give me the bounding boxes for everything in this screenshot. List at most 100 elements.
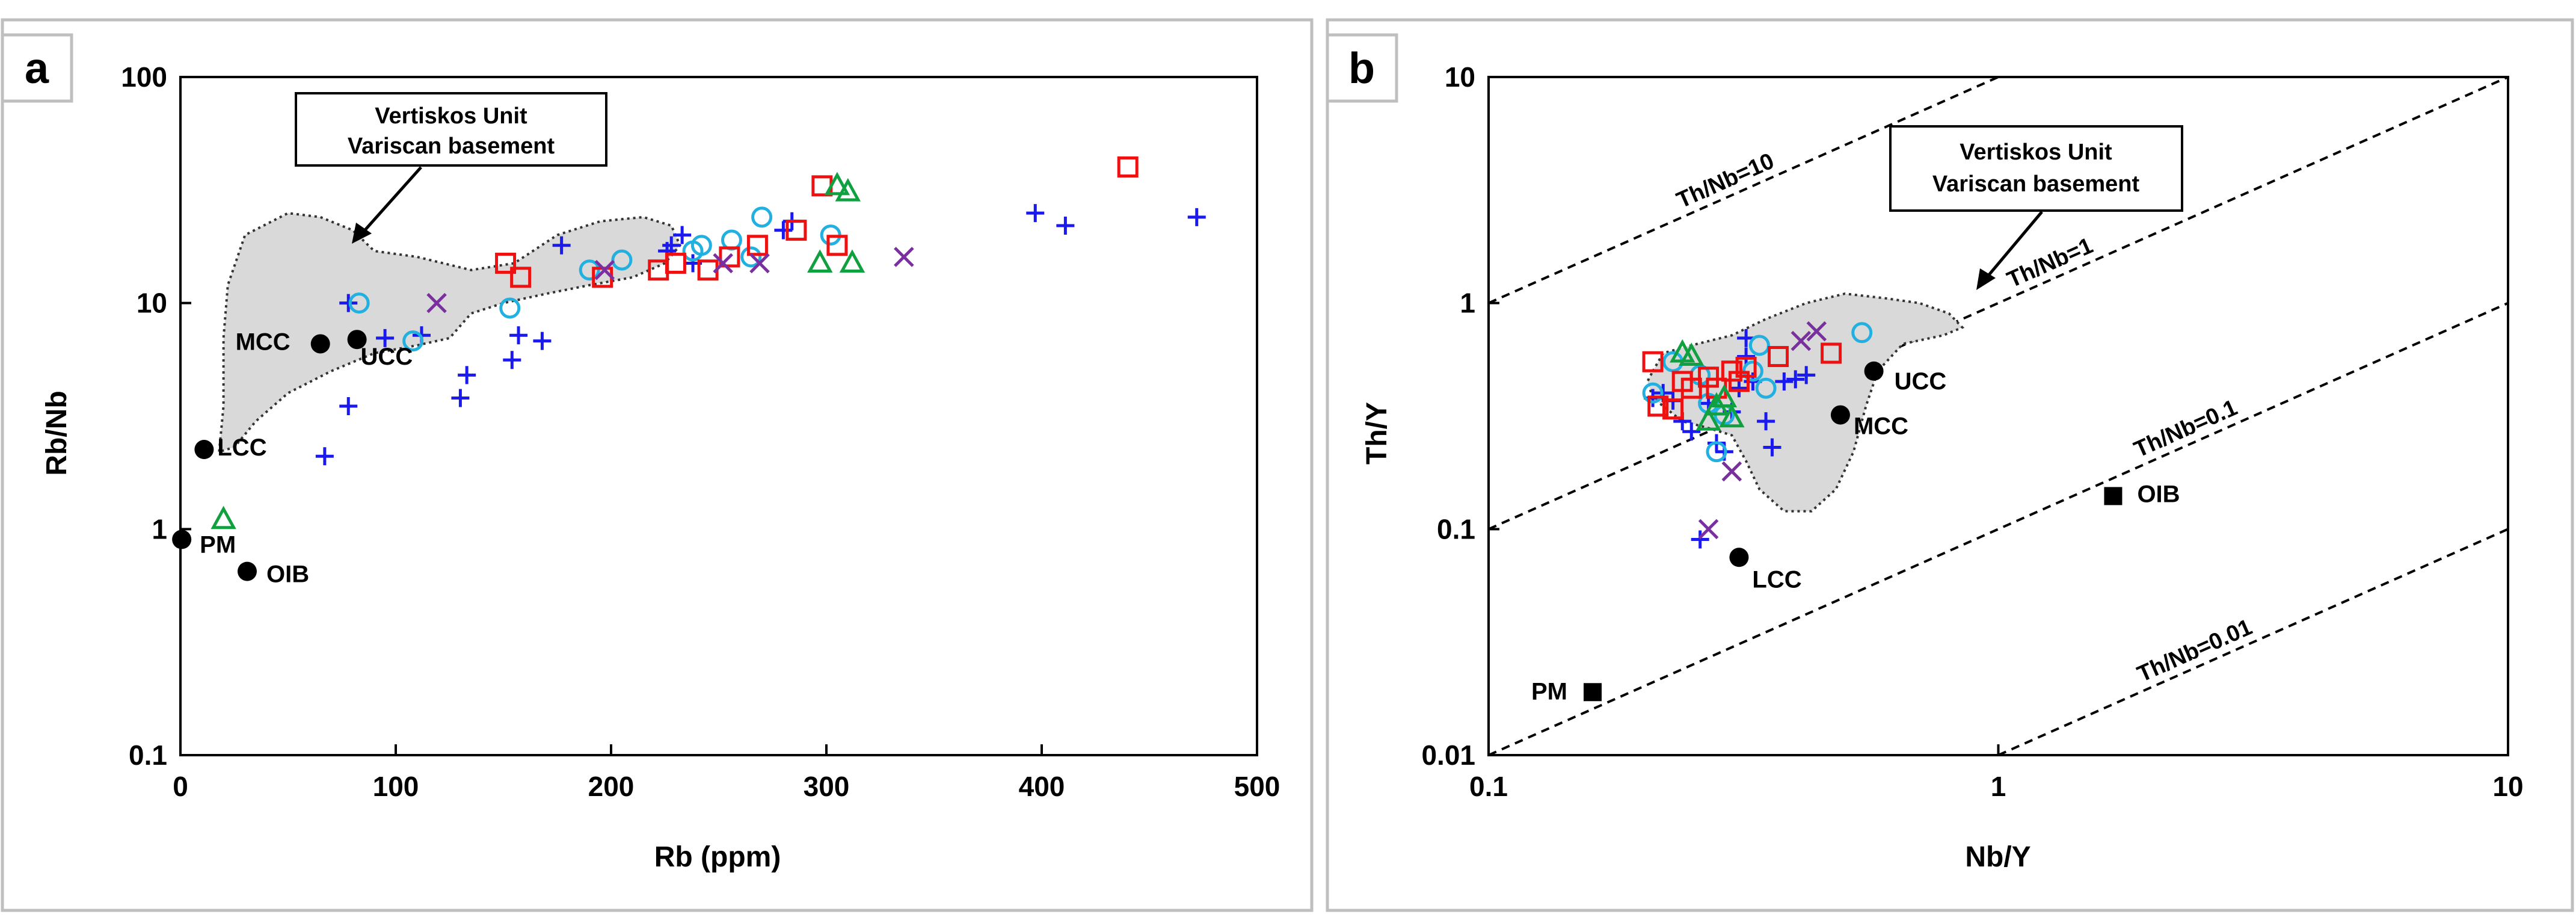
panel-b-annotation-box (1889, 125, 2183, 212)
panel-b-point-triangle (1711, 384, 1738, 408)
panel-b-x-axis-label: Nb/Y (1965, 841, 2030, 873)
panel-a-y-ticks: 0.1 1 10 100 (121, 61, 191, 771)
panel-a-data-points (211, 156, 1206, 530)
panel-b-label-box (1326, 33, 1398, 103)
panel-a-annotation-box (295, 92, 607, 167)
panel-a-plot-area (179, 76, 1258, 756)
panel-b-basement-field (1646, 292, 1965, 513)
panel-b-ratio-line-label: Th/Nb=0.01 (2134, 614, 2256, 687)
panel-a-ref-label-lcc: LCC (217, 434, 266, 461)
panel-a-point-square (495, 253, 517, 274)
panel-b-y-tick-label: 1 (1460, 288, 1475, 319)
panel-a-point-triangle (824, 171, 850, 196)
panel-a-point-circle (740, 246, 762, 268)
panel-b-ref-marker-mcc (1830, 405, 1850, 425)
panel-a-ref-marker-pm (172, 530, 192, 549)
panel-b-point-circle (1755, 377, 1777, 399)
panel-a-point-triangle (807, 249, 833, 273)
panel-a-point-cross (894, 247, 914, 267)
panel-a-frame (1, 18, 1314, 912)
panel-a: a 0 100 200 300 400 500 0.1 1 10 100 Rb (ppm) Rb… (1, 33, 1280, 873)
panel-b-y-axis-label: Th/Y (1361, 402, 1393, 465)
panel-b-point-triangle (1679, 342, 1705, 366)
panel-b-ref-label-pm: PM (1531, 678, 1567, 705)
panel-b-ref-label-ucc: UCC (1895, 368, 1947, 395)
panel-b-label: b (1348, 45, 1375, 93)
panel-b-point-square (1735, 356, 1757, 378)
panel-a-y-tick-label: 10 (137, 288, 167, 319)
panel-b-annotation-arrowhead (1976, 268, 1996, 290)
panel-a-point-cross (594, 260, 615, 280)
panel-a-ref-label-oib: OIB (266, 561, 309, 588)
panel-b-y-tick-label: 0.1 (1437, 513, 1475, 545)
panel-a-y-tick-label: 0.1 (129, 739, 167, 771)
panel-b-ref-marker-pm (1583, 683, 1602, 702)
panel-a-point-plus (503, 351, 521, 369)
panel-a-annotation-line2: Variscan basement (348, 134, 555, 159)
panel-b-point-cross (1721, 461, 1742, 482)
panel-a-ref-marker-lcc (194, 440, 214, 460)
panel-b-point-plus (1786, 370, 1805, 389)
panel-a-point-circle (402, 330, 424, 352)
panel-b-point-plus (1691, 530, 1709, 549)
panel-a-point-plus (509, 326, 528, 345)
panel-b-ref-label-lcc: LCC (1752, 566, 1801, 593)
panel-b-point-circle (1642, 382, 1664, 404)
panel-a-annotation-arrow (360, 166, 422, 236)
panel-a-label: a (25, 45, 49, 93)
panel-a-point-plus (1187, 208, 1206, 226)
panel-a-field-polygon (218, 212, 681, 454)
panel-b-ref-marker-oib (2104, 487, 2123, 505)
panel-a-point-plus (339, 397, 358, 415)
panel-a-annotation-line1: Vertiskos Unit (375, 103, 527, 129)
panel-b-reference-points: UCC MCC LCC OIB PM (1531, 361, 2180, 705)
panel-a-point-plus (552, 236, 571, 255)
panel-a-x-axis-label: Rb (ppm) (654, 841, 781, 873)
panel-a-point-circle (348, 292, 370, 314)
panel-b-x-ticks: 0.1 1 10 (1469, 744, 2524, 802)
panel-a-point-square (665, 253, 686, 274)
panel-b-x-tick-label: 10 (2492, 771, 2523, 802)
panel-a-point-plus (1026, 204, 1045, 223)
panel-b-ref-label-mcc: MCC (1854, 413, 1908, 440)
panel-b-point-circle (1706, 441, 1727, 463)
panel-b-point-cross (1791, 330, 1812, 351)
panel-b-point-triangle (1719, 404, 1745, 428)
panel-a-x-tick-label: 0 (173, 771, 188, 802)
panel-a-point-square (719, 246, 740, 268)
panel-a-ref-marker-oib (237, 561, 257, 581)
panel-b-annotation-line1: Vertiskos Unit (1960, 140, 2112, 165)
panel-a-point-cross (426, 292, 447, 313)
panel-a-point-plus (673, 226, 692, 244)
panel-a-reference-points: MCC UCC LCC PM OIB (172, 329, 413, 588)
panel-b-ratio-line (1488, 301, 2509, 756)
panel-b-point-square (1821, 342, 1842, 364)
panel-a-point-plus (533, 332, 552, 350)
panel-a-point-cross (713, 253, 733, 274)
panel-b-x-tick-label: 0.1 (1469, 771, 1508, 802)
panel-b-ratio-line (1488, 76, 1999, 304)
panel-b-data-points (1642, 321, 1873, 549)
panel-a-point-circle (690, 235, 712, 256)
panel-a-x-tick-label: 400 (1019, 771, 1065, 802)
panel-b-y-tick-label: 10 (1445, 61, 1475, 93)
panel-b-point-cross (1806, 321, 1827, 342)
panel-a-point-square (1117, 156, 1139, 178)
panel-b-point-circle (1851, 322, 1873, 344)
panel-b-point-plus (1682, 422, 1701, 441)
panel-b-point-square (1728, 371, 1750, 392)
panel-a-y-tick-label: 1 (152, 513, 167, 545)
panel-b-ref-marker-ucc (1864, 361, 1884, 381)
panel-a-point-square (746, 235, 768, 256)
panel-a-point-triangle (211, 505, 236, 530)
panel-a-x-tick-label: 200 (588, 771, 635, 802)
panel-a-point-square (826, 235, 848, 256)
panel-a-point-circle (611, 249, 633, 271)
panel-a-point-triangle (839, 249, 865, 273)
panel-b-annotation-line2: Variscan basement (1932, 171, 2140, 197)
panel-b-point-circle (1748, 335, 1770, 356)
panel-a-x-tick-label: 100 (373, 771, 419, 802)
panel-a-axes-box (179, 76, 1258, 756)
